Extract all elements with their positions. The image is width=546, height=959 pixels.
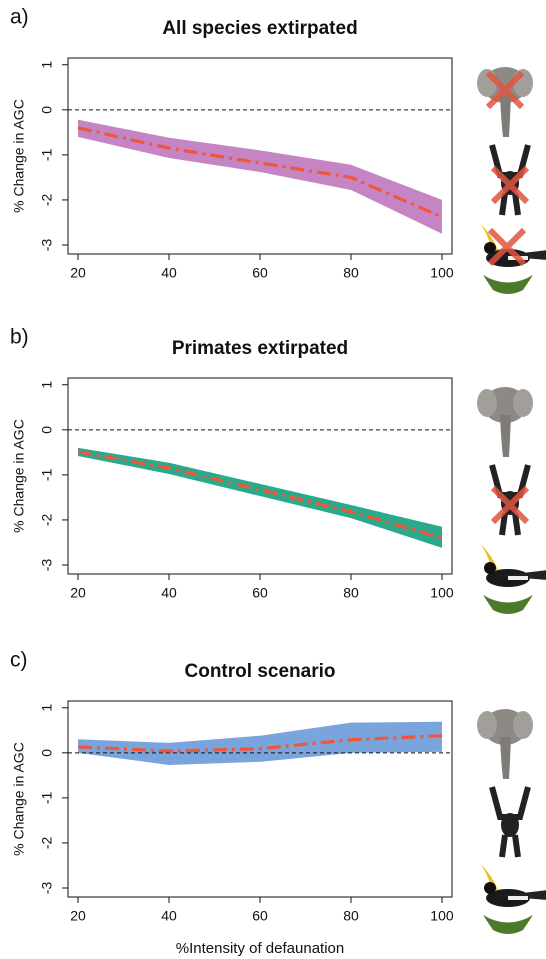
panel-label: b) [10, 326, 29, 349]
confidence-band [78, 119, 442, 234]
mean-line [77, 450, 443, 540]
x-tick-label: 20 [70, 908, 86, 924]
chart-title: Control scenario [185, 661, 336, 682]
y-tick-label: -3 [39, 882, 55, 895]
x-tick-label: 60 [252, 265, 268, 281]
x-tick-label: 100 [430, 585, 454, 601]
panel: c) Control scenario % Change in AGC 1 0 -1 -2 -… [10, 649, 454, 957]
panel-label: a) [10, 6, 29, 29]
y-tick-label: -3 [39, 559, 55, 572]
x-tick-label: 20 [70, 585, 86, 601]
panel-label: c) [10, 649, 28, 672]
mean-line [77, 126, 443, 219]
panel: b) Primates extirpated % Change in AGC 1 0 -1… [10, 326, 454, 601]
x-tick-label: 100 [430, 908, 454, 924]
confidence-band [78, 721, 442, 765]
y-tick-label: -3 [39, 239, 55, 252]
x-tick-label: 40 [161, 908, 177, 924]
confidence-band [78, 447, 442, 548]
y-axis-label: % Change in AGC [11, 99, 27, 213]
x-tick-label: 100 [430, 265, 454, 281]
x-tick-label: 80 [343, 908, 359, 924]
x-tick-label: 80 [343, 585, 359, 601]
y-tick-label: -1 [39, 791, 55, 804]
panel: a) All species extirpated % Change in AGC 1… [10, 6, 454, 281]
y-tick-label: 1 [39, 61, 55, 69]
y-tick-label: -2 [39, 836, 55, 849]
y-axis-label: % Change in AGC [11, 419, 27, 533]
y-tick-label: 1 [39, 381, 55, 389]
y-tick-label: 0 [39, 426, 55, 434]
y-tick-label: 0 [39, 749, 55, 757]
y-axis-label: % Change in AGC [11, 742, 27, 856]
x-tick-label: 40 [161, 265, 177, 281]
y-tick-label: 0 [39, 106, 55, 114]
x-tick-label: 80 [343, 265, 359, 281]
y-tick-label: 1 [39, 704, 55, 712]
x-tick-label: 60 [252, 908, 268, 924]
mean-line [77, 734, 443, 753]
x-tick-label: 40 [161, 585, 177, 601]
y-tick-label: -2 [39, 193, 55, 206]
y-tick-label: -2 [39, 513, 55, 526]
icons [477, 67, 546, 934]
chart-title: Primates extirpated [172, 338, 348, 359]
x-tick-label: 60 [252, 585, 268, 601]
y-tick-label: -1 [39, 468, 55, 481]
x-axis-label: %Intensity of defaunation [176, 940, 344, 957]
x-tick-label: 20 [70, 265, 86, 281]
chart-title: All species extirpated [162, 18, 357, 39]
plot-frame [67, 377, 453, 575]
y-tick-label: -1 [39, 148, 55, 161]
